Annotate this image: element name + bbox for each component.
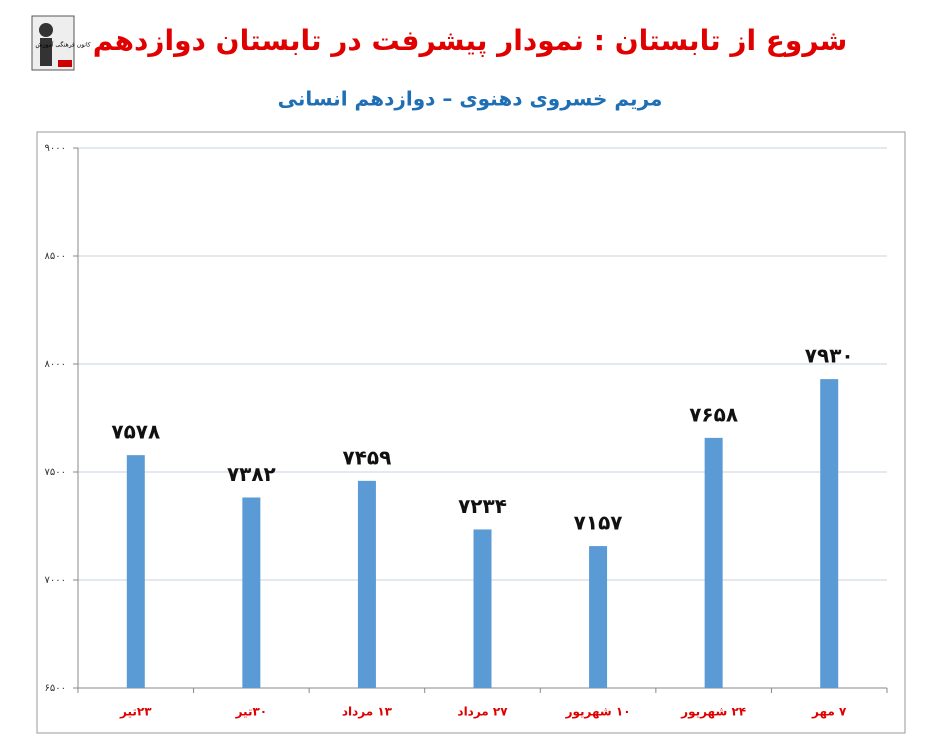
chart-frame bbox=[36, 131, 906, 734]
bar bbox=[704, 437, 723, 688]
bar bbox=[126, 455, 145, 688]
x-tick-label: ۲۷ مرداد bbox=[457, 705, 508, 719]
chart-title: شروع از تابستان : نمودار پیشرفت در تابست… bbox=[93, 24, 848, 57]
value-label: ۷۱۵۷ bbox=[574, 511, 623, 535]
value-label: ۷۲۳۴ bbox=[458, 494, 507, 518]
value-label: ۷۳۸۲ bbox=[227, 462, 276, 486]
y-tick-label: ۷۰۰۰ bbox=[45, 575, 66, 586]
logo-icon bbox=[58, 60, 72, 67]
value-label: ۷۴۵۹ bbox=[343, 445, 392, 469]
bar bbox=[242, 497, 261, 688]
bar bbox=[820, 379, 839, 688]
y-tick-label: ۶۵۰۰ bbox=[45, 683, 66, 694]
bar bbox=[589, 546, 608, 688]
value-label: ۷۵۷۸ bbox=[111, 420, 160, 444]
value-label: ۷۹۳۰ bbox=[805, 344, 854, 368]
y-tick-label: ۸۰۰۰ bbox=[45, 359, 66, 370]
x-tick-label: ۱۳ مرداد bbox=[342, 705, 393, 719]
y-tick-label: ۸۵۰۰ bbox=[45, 251, 66, 262]
logo-icon bbox=[40, 38, 52, 66]
y-tick-label: ۷۵۰۰ bbox=[45, 467, 66, 478]
x-tick-label: ۳۰تیر bbox=[235, 705, 268, 719]
y-tick-label: ۹۰۰۰ bbox=[45, 143, 66, 154]
logo-icon bbox=[39, 23, 53, 37]
x-tick-label: ۷ مهر bbox=[811, 705, 847, 719]
bar bbox=[357, 480, 376, 688]
x-tick-label: ۲۳تیر bbox=[119, 705, 152, 719]
bar bbox=[473, 529, 492, 688]
chart-subtitle: مریم خسروی دهنوی – دوازدهم انسانی bbox=[278, 87, 663, 111]
value-label: ۷۶۵۸ bbox=[689, 402, 738, 426]
x-tick-label: ۱۰ شهریور bbox=[565, 705, 631, 720]
logo: کانون فرهنگی آموزش bbox=[31, 15, 91, 71]
x-tick-label: ۲۴ شهریور bbox=[680, 705, 746, 720]
logo-text: کانون فرهنگی آموزش bbox=[35, 40, 90, 49]
